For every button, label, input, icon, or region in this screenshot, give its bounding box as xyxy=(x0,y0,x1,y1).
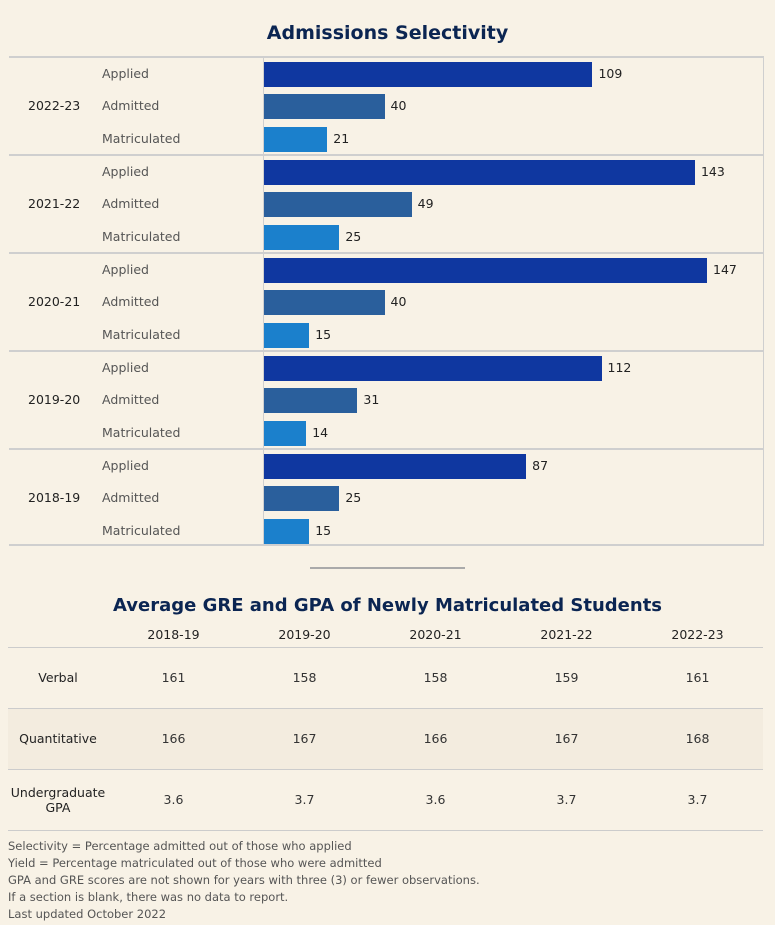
table-cell: 167 xyxy=(501,707,632,769)
data-label: 49 xyxy=(417,196,434,211)
bar-applied[interactable] xyxy=(264,356,602,381)
table-title: Average GRE and GPA of Newly Matriculate… xyxy=(112,595,663,616)
category-label: Matriculated xyxy=(102,131,181,146)
data-label: 25 xyxy=(345,229,362,244)
category-label: Applied xyxy=(102,164,149,179)
category-label: Admitted xyxy=(102,98,160,113)
section-separator xyxy=(310,567,465,569)
note: GPA and GRE scores are not shown for yea… xyxy=(8,873,480,887)
column-header: 2022-23 xyxy=(671,627,724,643)
data-label: 31 xyxy=(363,392,380,407)
column-header: 2018-19 xyxy=(147,627,200,643)
table-cell: 158 xyxy=(239,646,370,708)
table-cell: 159 xyxy=(501,646,632,708)
table-cell: 3.6 xyxy=(370,768,501,831)
table-cell: 166 xyxy=(108,707,239,769)
table-row: Quantitative 166 167 166 167 168 xyxy=(8,707,763,769)
table-cell: 161 xyxy=(108,646,239,708)
bar-admitted[interactable] xyxy=(264,290,385,315)
table-cell: 3.7 xyxy=(632,768,763,831)
data-label: 147 xyxy=(713,262,737,277)
bar-applied[interactable] xyxy=(264,454,527,479)
year-label: 2019-20 xyxy=(28,392,81,407)
bar-matriculated[interactable] xyxy=(264,127,328,152)
table-row: Verbal 161 158 158 159 161 xyxy=(8,646,763,708)
table-header-row: 2018-19 2019-20 2020-21 2021-22 2022-23 xyxy=(8,623,763,647)
category-label: Admitted xyxy=(102,196,160,211)
category-label: Applied xyxy=(102,66,149,81)
category-label: Matriculated xyxy=(102,229,181,244)
bar-matriculated[interactable] xyxy=(264,421,307,446)
category-label: Applied xyxy=(102,458,149,473)
data-label: 112 xyxy=(607,360,632,375)
gre-gpa-table: 2018-19 2019-20 2020-21 2021-22 2022-23 … xyxy=(8,623,763,831)
year-group: 2019-20 Applied 112 Admitted 31 Matriculated 1… xyxy=(9,350,764,448)
bar-matriculated[interactable] xyxy=(264,519,310,544)
divider xyxy=(263,56,264,546)
data-label: 87 xyxy=(532,458,549,473)
category-label: Matriculated xyxy=(102,327,181,342)
category-label: Admitted xyxy=(102,490,160,505)
row-label: Undergraduate GPA xyxy=(8,768,108,831)
note: Last updated October 2022 xyxy=(8,907,167,921)
row-label: Quantitative xyxy=(8,707,108,769)
table-cell: 158 xyxy=(370,646,501,708)
table-cell: 166 xyxy=(370,707,501,769)
year-label: 2021-22 xyxy=(28,196,81,211)
bar-applied[interactable] xyxy=(264,160,695,185)
divider xyxy=(763,56,764,546)
data-label: 21 xyxy=(333,131,350,146)
bar-matriculated[interactable] xyxy=(264,225,340,250)
year-label: 2020-21 xyxy=(28,294,81,309)
table-cell: 3.7 xyxy=(501,768,632,831)
footnotes: Selectivity = Percentage admitted out of… xyxy=(8,838,480,923)
year-group: 2020-21 Applied 147 Admitted 40 Matriculated 1… xyxy=(9,252,764,350)
column-header: 2019-20 xyxy=(278,627,331,643)
bar-applied[interactable] xyxy=(264,258,707,283)
year-group: 2022-23 Applied 109 Admitted 40 Matriculated 2… xyxy=(9,56,764,154)
bar-applied[interactable] xyxy=(264,62,593,87)
table-cell: 3.6 xyxy=(108,768,239,831)
year-group: 2018-19 Applied 87 Admitted 25 Matriculated 15 xyxy=(9,448,764,546)
category-label: Matriculated xyxy=(102,523,181,538)
category-label: Matriculated xyxy=(102,425,181,440)
category-label: Applied xyxy=(102,262,149,277)
table-cell: 161 xyxy=(632,646,763,708)
table-cell: 167 xyxy=(239,707,370,769)
year-label: 2022-23 xyxy=(28,98,81,113)
bar-admitted[interactable] xyxy=(264,94,385,119)
bar-admitted[interactable] xyxy=(264,388,358,413)
column-header: 2021-22 xyxy=(540,627,593,643)
chart-title: Admissions Selectivity xyxy=(266,22,509,44)
column-header: 2020-21 xyxy=(409,627,462,643)
bar-matriculated[interactable] xyxy=(264,323,310,348)
table-cell: 3.7 xyxy=(239,768,370,831)
row-label: Verbal xyxy=(8,646,108,708)
category-label: Applied xyxy=(102,360,149,375)
note: Selectivity = Percentage admitted out of… xyxy=(8,839,352,853)
note: If a section is blank, there was no data… xyxy=(8,890,289,904)
bar-admitted[interactable] xyxy=(264,486,340,511)
data-label: 40 xyxy=(390,294,407,309)
category-label: Admitted xyxy=(102,392,160,407)
table-cell: 168 xyxy=(632,707,763,769)
data-label: 14 xyxy=(312,425,329,440)
note: Yield = Percentage matriculated out of t… xyxy=(8,856,382,870)
year-group: 2021-22 Applied 143 Admitted 49 Matriculated 2… xyxy=(9,154,764,252)
data-label: 15 xyxy=(315,523,332,538)
data-label: 25 xyxy=(345,490,362,505)
year-label: 2018-19 xyxy=(28,490,81,505)
data-label: 15 xyxy=(315,327,332,342)
admissions-bar-chart: 2022-23 Applied 109 Admitted 40 Matriculated 2… xyxy=(9,56,764,546)
table-row: Undergraduate GPA 3.6 3.7 3.6 3.7 3.7 xyxy=(8,768,763,831)
data-label: 109 xyxy=(598,66,623,81)
bar-admitted[interactable] xyxy=(264,192,412,217)
category-label: Admitted xyxy=(102,294,160,309)
data-label: 40 xyxy=(390,98,407,113)
data-label: 143 xyxy=(700,164,725,179)
